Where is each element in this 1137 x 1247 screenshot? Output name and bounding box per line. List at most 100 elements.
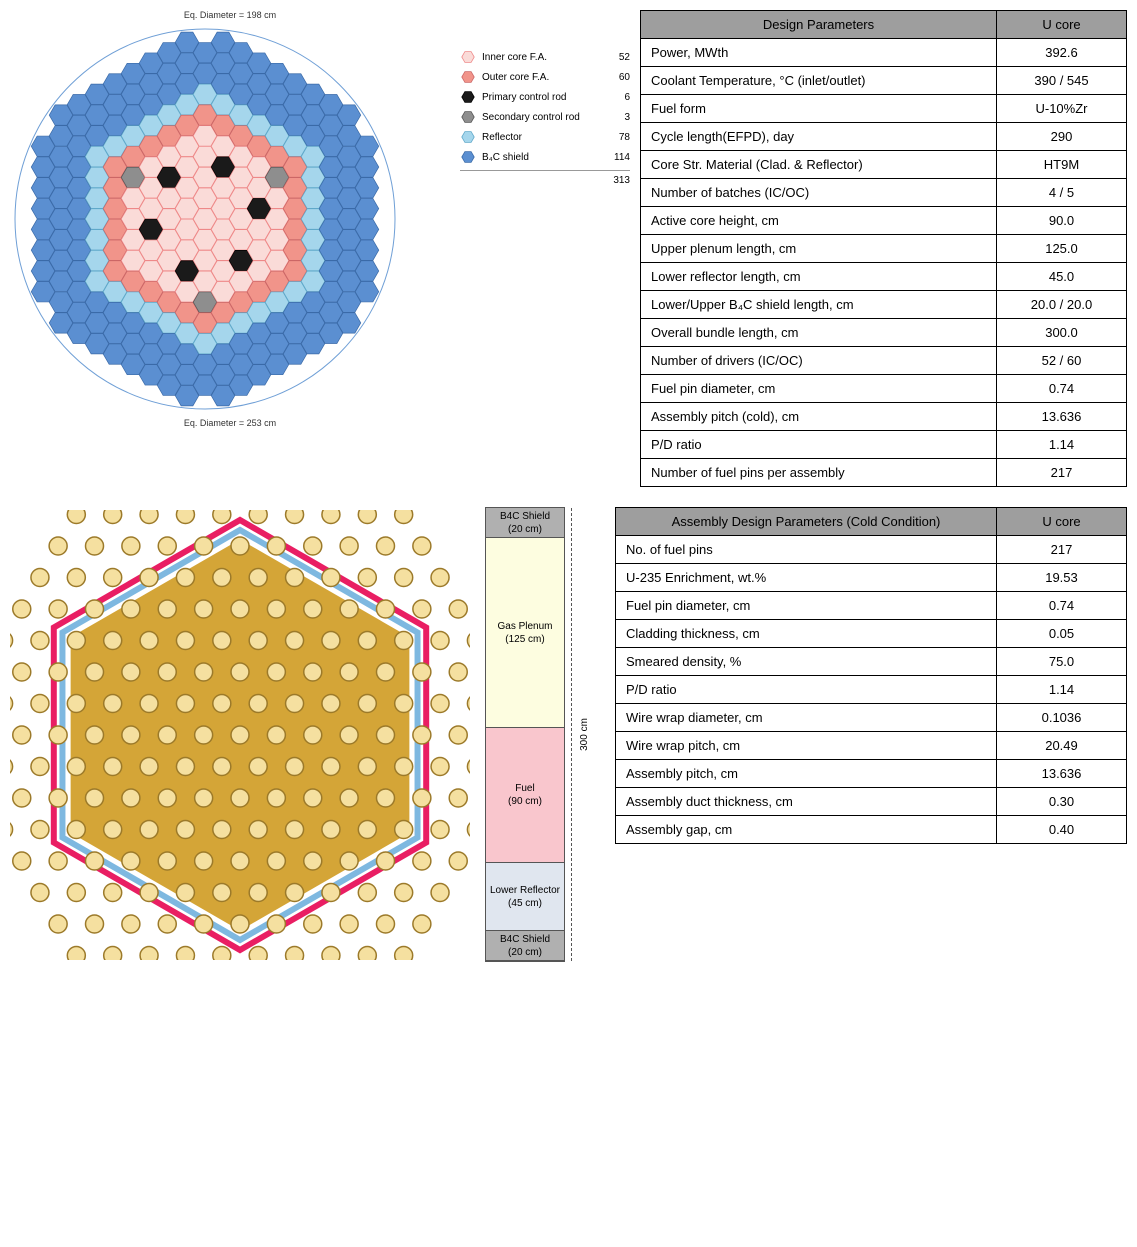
- param-cell: Wire wrap pitch, cm: [616, 732, 997, 760]
- param-cell: Lower/Upper B₄C shield length, cm: [641, 291, 997, 319]
- axial-dim: 300 cm: [571, 508, 596, 961]
- legend-label: B₄C shield: [482, 152, 594, 163]
- legend-label: Reflector: [482, 132, 594, 143]
- table-row: Wire wrap diameter, cm0.1036: [616, 704, 1127, 732]
- value-cell: HT9M: [997, 151, 1127, 179]
- table-row: Assembly pitch, cm13.636: [616, 760, 1127, 788]
- axial-seg-label: Lower Reflector: [490, 884, 560, 897]
- table-row: Lower/Upper B₄C shield length, cm20.0 / …: [641, 291, 1127, 319]
- table-row: P/D ratio1.14: [616, 676, 1127, 704]
- param-cell: Core Str. Material (Clad. & Reflector): [641, 151, 997, 179]
- assembly-header-param: Assembly Design Parameters (Cold Conditi…: [616, 508, 997, 536]
- table-row: Assembly pitch (cold), cm13.636: [641, 403, 1127, 431]
- param-cell: Power, MWth: [641, 39, 997, 67]
- param-cell: Fuel pin diameter, cm: [616, 592, 997, 620]
- value-cell: 290: [997, 123, 1127, 151]
- axial-segment: Lower Reflector(45 cm): [486, 863, 564, 931]
- table-row: No. of fuel pins217: [616, 536, 1127, 564]
- table-row: Number of drivers (IC/OC)52 / 60: [641, 347, 1127, 375]
- table-row: Coolant Temperature, °C (inlet/outlet)39…: [641, 67, 1127, 95]
- assembly-hex-container: [10, 507, 470, 962]
- legend-row: Reflector 78: [460, 130, 630, 144]
- axial-segment: Fuel(90 cm): [486, 728, 564, 863]
- design-header-value: U core: [997, 11, 1127, 39]
- page-root: Eq. Diameter = 198 cm Eq. Diameter = 253…: [10, 10, 1127, 962]
- table-row: Upper plenum length, cm125.0: [641, 235, 1127, 263]
- param-cell: Assembly pitch (cold), cm: [641, 403, 997, 431]
- param-cell: U-235 Enrichment, wt.%: [616, 564, 997, 592]
- table-row: Active core height, cm90.0: [641, 207, 1127, 235]
- legend-row: Secondary control rod 3: [460, 110, 630, 124]
- core-dim-top: Eq. Diameter = 198 cm: [10, 10, 450, 20]
- param-cell: P/D ratio: [641, 431, 997, 459]
- legend-total: 313: [460, 170, 630, 186]
- table-row: P/D ratio1.14: [641, 431, 1127, 459]
- param-cell: Number of fuel pins per assembly: [641, 459, 997, 487]
- table-row: Overall bundle length, cm300.0: [641, 319, 1127, 347]
- legend-label: Outer core F.A.: [482, 72, 594, 83]
- axial-seg-label: Fuel: [515, 782, 534, 795]
- axial-seg-label: B4C Shield: [500, 510, 550, 523]
- value-cell: 13.636: [997, 760, 1127, 788]
- value-cell: 0.05: [997, 620, 1127, 648]
- legend-label: Secondary control rod: [482, 112, 594, 123]
- core-map-container: Eq. Diameter = 198 cm Eq. Diameter = 253…: [10, 10, 450, 487]
- param-cell: No. of fuel pins: [616, 536, 997, 564]
- value-cell: 0.1036: [997, 704, 1127, 732]
- design-params-table: Design Parameters U core Power, MWth392.…: [640, 10, 1127, 487]
- table-row: Fuel formU-10%Zr: [641, 95, 1127, 123]
- axial-segment: Gas Plenum(125 cm): [486, 538, 564, 728]
- axial-container: B4C Shield(20 cm)Gas Plenum(125 cm)Fuel(…: [485, 507, 600, 962]
- table-row: Smeared density, %75.0: [616, 648, 1127, 676]
- value-cell: 217: [997, 536, 1127, 564]
- param-cell: Cladding thickness, cm: [616, 620, 997, 648]
- value-cell: 0.40: [997, 816, 1127, 844]
- value-cell: 0.74: [997, 592, 1127, 620]
- axial-seg-label: B4C Shield: [500, 933, 550, 946]
- table-row: Power, MWth392.6: [641, 39, 1127, 67]
- legend-hex-icon: [460, 90, 476, 104]
- legend-row: B₄C shield114: [460, 150, 630, 164]
- legend-label: Primary control rod: [482, 92, 594, 103]
- legend-count: 3: [600, 112, 630, 123]
- value-cell: 90.0: [997, 207, 1127, 235]
- value-cell: U-10%Zr: [997, 95, 1127, 123]
- param-cell: Lower reflector length, cm: [641, 263, 997, 291]
- param-cell: P/D ratio: [616, 676, 997, 704]
- axial-segment: B4C Shield(20 cm): [486, 508, 564, 538]
- axial-seg-dim: (20 cm): [508, 523, 542, 536]
- param-cell: Upper plenum length, cm: [641, 235, 997, 263]
- design-params-table-container: Design Parameters U core Power, MWth392.…: [640, 10, 1127, 487]
- value-cell: 0.30: [997, 788, 1127, 816]
- legend-label: Inner core F.A.: [482, 52, 594, 63]
- legend-count: 78: [600, 132, 630, 143]
- value-cell: 300.0: [997, 319, 1127, 347]
- table-row: Cladding thickness, cm0.05: [616, 620, 1127, 648]
- assembly-params-tbody: No. of fuel pins217U-235 Enrichment, wt.…: [616, 536, 1127, 844]
- value-cell: 1.14: [997, 431, 1127, 459]
- table-row: Fuel pin diameter, cm0.74: [616, 592, 1127, 620]
- value-cell: 19.53: [997, 564, 1127, 592]
- param-cell: Number of drivers (IC/OC): [641, 347, 997, 375]
- value-cell: 20.49: [997, 732, 1127, 760]
- axial-segment: B4C Shield(20 cm): [486, 931, 564, 961]
- axial-seg-dim: (45 cm): [508, 897, 542, 910]
- value-cell: 125.0: [997, 235, 1127, 263]
- table-row: Assembly duct thickness, cm0.30: [616, 788, 1127, 816]
- param-cell: Coolant Temperature, °C (inlet/outlet): [641, 67, 997, 95]
- table-row: Wire wrap pitch, cm20.49: [616, 732, 1127, 760]
- legend-hex-icon: [460, 150, 476, 164]
- legend-hex-icon: [460, 50, 476, 64]
- value-cell: 13.636: [997, 403, 1127, 431]
- value-cell: 75.0: [997, 648, 1127, 676]
- legend-count: 60: [600, 72, 630, 83]
- legend-row: Primary control rod6: [460, 90, 630, 104]
- legend-row: Outer core F.A. 60: [460, 70, 630, 84]
- param-cell: Assembly gap, cm: [616, 816, 997, 844]
- table-row: Number of fuel pins per assembly217: [641, 459, 1127, 487]
- param-cell: Smeared density, %: [616, 648, 997, 676]
- table-row: Core Str. Material (Clad. & Reflector)HT…: [641, 151, 1127, 179]
- param-cell: Overall bundle length, cm: [641, 319, 997, 347]
- bottom-section: B4C Shield(20 cm)Gas Plenum(125 cm)Fuel(…: [10, 507, 1127, 962]
- param-cell: Number of batches (IC/OC): [641, 179, 997, 207]
